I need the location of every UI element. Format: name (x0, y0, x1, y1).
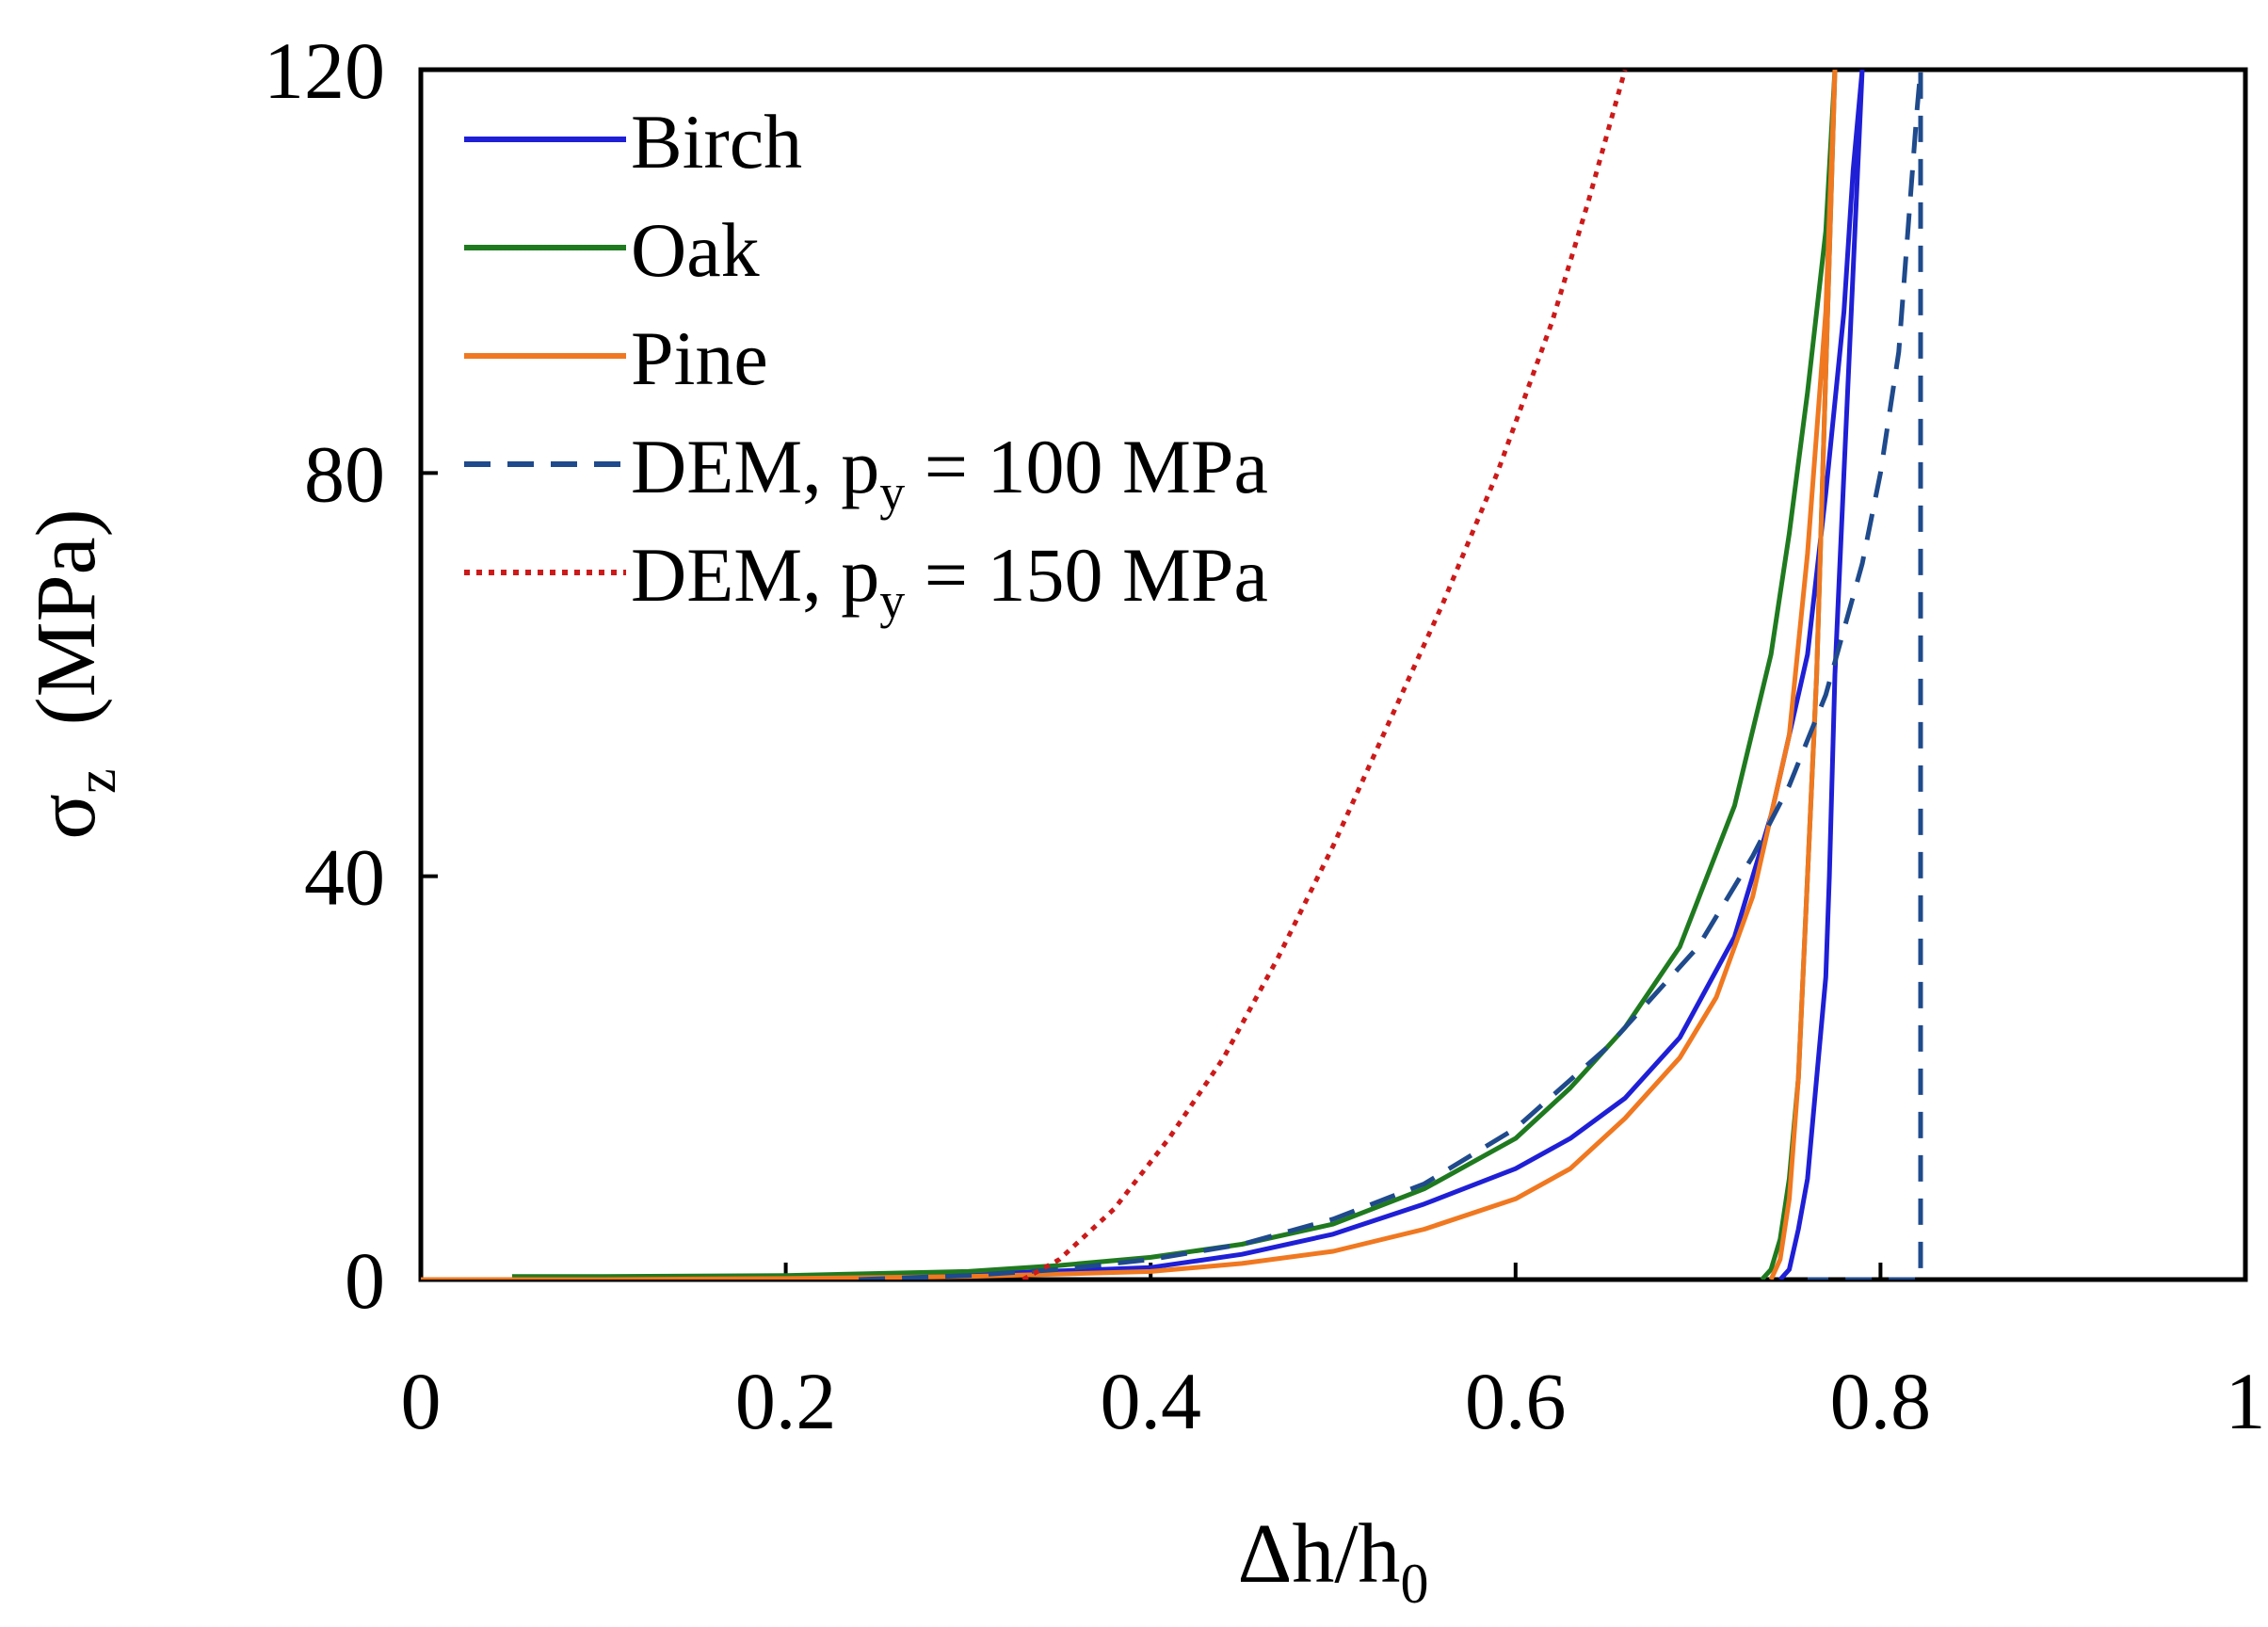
axis-ticks: 0 0.2 0.4 0.6 0.8 1 0 40 80 120 (264, 25, 2266, 1446)
x-axis-title: Δh/h0 (1238, 1507, 1429, 1615)
x-tick-label: 1 (2226, 1356, 2266, 1446)
legend-label: Pine (631, 315, 768, 401)
legend-label: Birch (631, 99, 802, 185)
x-tick-label: 0.4 (1100, 1356, 1201, 1446)
x-axis-title-main: Δh/h (1238, 1507, 1401, 1601)
series-line-dem-py-100-mpa (859, 70, 1923, 1280)
legend-label: DEM, py = 150 MPa (631, 532, 1268, 629)
y-axis-title-subscript: z (65, 768, 127, 794)
x-tick-label: 0 (401, 1356, 442, 1446)
series-line-dem-py-150-mpa (1021, 70, 1628, 1280)
y-tick-label: 0 (345, 1235, 385, 1326)
legend: Birch Oak Pine DEM, py = 100 MPa DEM, py = 1… (464, 99, 1268, 629)
x-tick-label: 0.6 (1465, 1356, 1567, 1446)
x-axis-title-subscript: 0 (1400, 1553, 1428, 1615)
plot-area-frame (418, 67, 2248, 1282)
y-axis-title: σz (MPa) (20, 508, 127, 839)
y-axis-title-unit: (MPa) (20, 508, 113, 725)
y-tick-label: 80 (304, 428, 385, 519)
y-axis-title-symbol: σ (20, 794, 113, 840)
series-line-pine (421, 70, 1838, 1280)
x-tick-label: 0.2 (735, 1356, 837, 1446)
legend-label: Oak (631, 207, 760, 293)
x-tick-label: 0.8 (1830, 1356, 1932, 1446)
series-line-birch (421, 70, 1865, 1280)
series-group (421, 70, 1923, 1280)
y-tick-label: 40 (304, 832, 385, 923)
legend-label: DEM, py = 100 MPa (631, 424, 1268, 521)
y-tick-label: 120 (264, 25, 385, 116)
